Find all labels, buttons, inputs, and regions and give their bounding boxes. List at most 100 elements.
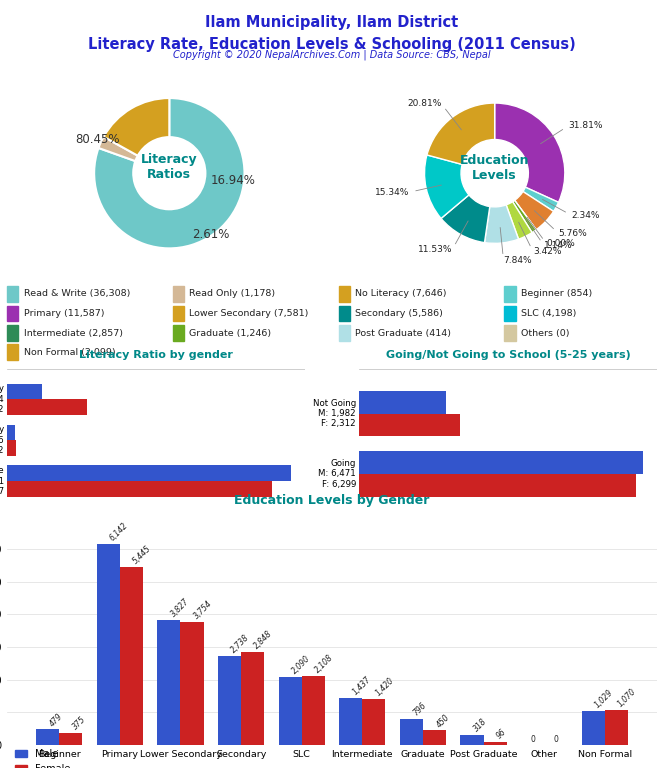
Text: Education
Levels: Education Levels [460, 154, 529, 181]
Text: 1,070: 1,070 [616, 687, 638, 709]
FancyBboxPatch shape [173, 286, 185, 302]
Text: Primary (11,587): Primary (11,587) [23, 309, 104, 318]
Wedge shape [427, 103, 495, 164]
Bar [7, 440, 16, 455]
Text: 1,437: 1,437 [351, 675, 373, 697]
Bar [241, 652, 264, 745]
Bar [605, 710, 627, 745]
Text: Graduate (1,246): Graduate (1,246) [189, 329, 272, 338]
Text: 0: 0 [530, 735, 535, 743]
Text: 7.84%: 7.84% [503, 256, 532, 265]
Bar [97, 545, 120, 745]
Text: Read Only (1,178): Read Only (1,178) [189, 290, 276, 299]
Bar [359, 413, 460, 436]
FancyBboxPatch shape [173, 326, 185, 341]
Text: 3,827: 3,827 [169, 597, 191, 619]
Text: 2,848: 2,848 [252, 629, 274, 650]
Text: 6,142: 6,142 [108, 521, 130, 543]
Bar [279, 677, 301, 745]
Wedge shape [513, 200, 537, 233]
FancyBboxPatch shape [339, 286, 350, 302]
Bar [7, 425, 15, 440]
Bar [400, 719, 423, 745]
Title: Going/Not Going to School (5-25 years): Going/Not Going to School (5-25 years) [386, 350, 631, 360]
Text: Copyright © 2020 NepalArchives.Com | Data Source: CBS, Nepal: Copyright © 2020 NepalArchives.Com | Dat… [173, 50, 491, 60]
Text: SLC (4,198): SLC (4,198) [521, 309, 577, 318]
Bar [120, 568, 143, 745]
Bar [181, 622, 203, 745]
Wedge shape [515, 200, 537, 230]
FancyBboxPatch shape [7, 326, 19, 341]
Bar [7, 465, 291, 481]
FancyBboxPatch shape [505, 286, 516, 302]
Bar [37, 730, 59, 745]
Text: Post Graduate (414): Post Graduate (414) [355, 329, 452, 338]
FancyBboxPatch shape [505, 326, 516, 341]
Text: Intermediate (2,857): Intermediate (2,857) [23, 329, 123, 338]
Text: 5.76%: 5.76% [558, 229, 587, 238]
Bar [7, 399, 87, 415]
Text: 1.14%: 1.14% [544, 241, 572, 250]
Wedge shape [495, 103, 565, 202]
Text: 2,108: 2,108 [313, 653, 335, 675]
Text: Others (0): Others (0) [521, 329, 570, 338]
Bar [582, 711, 605, 745]
Text: 3,754: 3,754 [192, 599, 214, 621]
Title: Literacy Ratio by gender: Literacy Ratio by gender [79, 350, 233, 360]
Bar [339, 698, 363, 745]
Wedge shape [485, 205, 519, 243]
Wedge shape [104, 98, 169, 156]
Bar [483, 742, 507, 745]
Wedge shape [98, 137, 137, 161]
Bar [301, 676, 325, 745]
Bar [157, 620, 181, 745]
Bar [363, 699, 385, 745]
Bar [359, 391, 446, 413]
FancyBboxPatch shape [339, 306, 350, 321]
Bar [7, 384, 42, 399]
Bar [7, 481, 272, 497]
Wedge shape [424, 155, 469, 218]
FancyBboxPatch shape [505, 306, 516, 321]
Wedge shape [515, 191, 554, 230]
Text: Literacy
Ratios: Literacy Ratios [141, 153, 198, 181]
FancyBboxPatch shape [339, 326, 350, 341]
Text: Beginner (854): Beginner (854) [521, 290, 592, 299]
Text: 375: 375 [71, 715, 88, 731]
Text: 31.81%: 31.81% [568, 121, 603, 131]
Text: 450: 450 [434, 712, 451, 729]
Text: 0.00%: 0.00% [546, 240, 576, 248]
Text: 2.61%: 2.61% [192, 228, 229, 241]
Legend: Male, Female: Male, Female [457, 535, 559, 551]
Text: Ilam Municipality, Ilam District: Ilam Municipality, Ilam District [205, 15, 459, 31]
Text: 15.34%: 15.34% [374, 188, 409, 197]
Text: 0: 0 [553, 735, 558, 743]
Text: Secondary (5,586): Secondary (5,586) [355, 309, 444, 318]
Text: 3.42%: 3.42% [533, 247, 562, 257]
Legend: Male, Female: Male, Female [11, 745, 74, 768]
Text: 2,738: 2,738 [230, 633, 252, 654]
Legend: Male, Female: Male, Female [105, 535, 207, 551]
FancyBboxPatch shape [7, 306, 19, 321]
Text: 20.81%: 20.81% [407, 99, 442, 108]
Text: 16.94%: 16.94% [210, 174, 256, 187]
FancyBboxPatch shape [173, 306, 185, 321]
Wedge shape [523, 187, 558, 211]
Text: 5,445: 5,445 [131, 544, 153, 566]
FancyBboxPatch shape [7, 344, 19, 360]
Text: 96: 96 [495, 727, 509, 740]
Bar [359, 474, 635, 497]
Text: 80.45%: 80.45% [76, 133, 120, 146]
Text: No Literacy (7,646): No Literacy (7,646) [355, 290, 447, 299]
Text: 318: 318 [472, 717, 489, 733]
Text: 796: 796 [412, 701, 428, 717]
Text: Literacy Rate, Education Levels & Schooling (2011 Census): Literacy Rate, Education Levels & School… [88, 38, 576, 52]
Text: Lower Secondary (7,581): Lower Secondary (7,581) [189, 309, 309, 318]
Bar [59, 733, 82, 745]
Text: 1,420: 1,420 [374, 676, 396, 697]
Bar [461, 734, 483, 745]
Bar [423, 730, 446, 745]
Title: Education Levels by Gender: Education Levels by Gender [234, 495, 430, 508]
Text: 479: 479 [48, 711, 64, 728]
Wedge shape [94, 98, 244, 248]
